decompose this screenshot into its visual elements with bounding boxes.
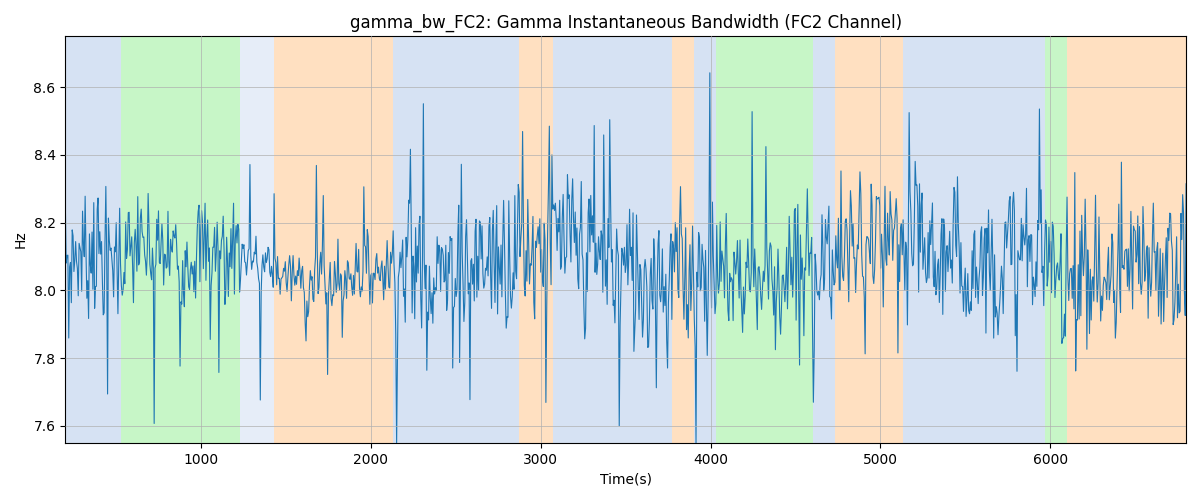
Bar [394, 36, 518, 443]
Bar [672, 36, 694, 443]
Bar [834, 36, 902, 443]
Bar [65, 36, 121, 443]
Bar [715, 36, 812, 443]
Bar [812, 36, 834, 443]
Bar [518, 36, 553, 443]
Y-axis label: Hz: Hz [14, 230, 28, 248]
Bar [274, 36, 394, 443]
Bar [553, 36, 672, 443]
Bar [902, 36, 1045, 443]
X-axis label: Time(s): Time(s) [600, 472, 652, 486]
Bar [240, 36, 274, 443]
Bar [1067, 36, 1186, 443]
Bar [121, 36, 240, 443]
Bar [694, 36, 715, 443]
Bar [1045, 36, 1067, 443]
Title: gamma_bw_FC2: Gamma Instantaneous Bandwidth (FC2 Channel): gamma_bw_FC2: Gamma Instantaneous Bandwi… [349, 14, 901, 32]
